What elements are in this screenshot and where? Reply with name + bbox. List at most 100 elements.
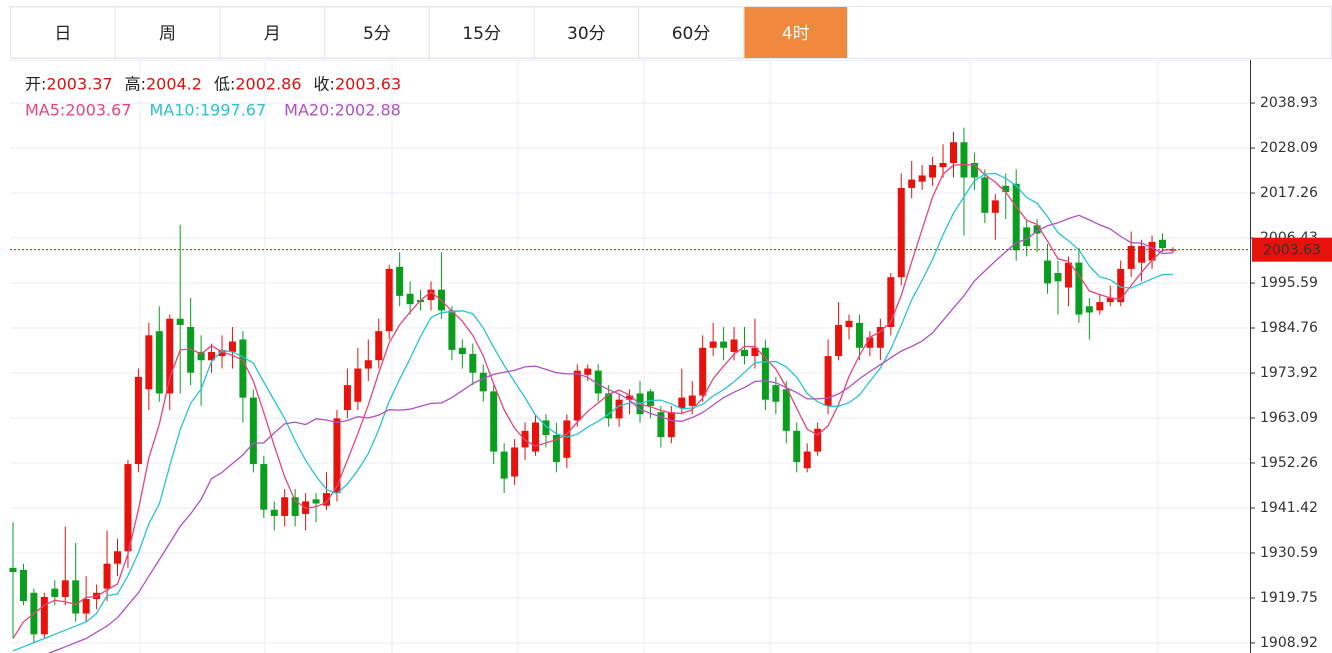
candle-body: [876, 327, 884, 348]
candle-body: [552, 434, 560, 462]
candle-body: [114, 551, 121, 564]
candle-body: [61, 580, 69, 597]
candle-body: [260, 464, 268, 510]
candle-body: [605, 393, 613, 419]
candle-body: [772, 385, 780, 402]
y-tick-label: 1952.26: [1260, 455, 1318, 471]
candle-body: [323, 493, 330, 506]
candle-body: [1127, 246, 1135, 269]
candle-body: [584, 368, 592, 375]
candle-body: [803, 451, 811, 469]
candle-body: [9, 567, 17, 573]
date-grid: [139, 60, 1159, 653]
candle-body: [511, 447, 519, 477]
y-tick-label: 1963.09: [1260, 410, 1318, 426]
candle-body: [730, 339, 738, 352]
candle-body: [228, 341, 236, 352]
candle-body: [134, 376, 142, 465]
candle-body: [751, 347, 759, 357]
candle-body: [1159, 239, 1166, 249]
candle-body: [479, 372, 487, 392]
info-value: 2002.86: [235, 75, 301, 94]
candle-body: [981, 177, 989, 213]
candle-body: [458, 347, 466, 355]
candle-body: [469, 354, 477, 373]
candle-body: [176, 318, 184, 325]
candle-body: [908, 179, 916, 188]
candle-body: [1169, 249, 1177, 251]
tab-label[interactable]: 30分: [567, 24, 606, 44]
ma-line: [47, 214, 1173, 653]
y-tick-label: 1919.75: [1260, 590, 1318, 606]
candle-body: [19, 569, 27, 602]
candle-body: [563, 420, 571, 458]
info-value: 2002.88: [335, 101, 401, 120]
candle-body: [1106, 297, 1114, 303]
candle-body: [270, 509, 278, 516]
candle-body: [354, 368, 362, 402]
info-label: 高:: [125, 75, 146, 94]
price-tag-label: 2003.63: [1263, 243, 1321, 259]
info-label: 开:: [25, 75, 46, 94]
tab[interactable]: [744, 7, 848, 58]
candle-body: [709, 341, 717, 348]
candle-body: [1085, 306, 1093, 313]
candle-body: [406, 293, 414, 305]
ma-line: [12, 172, 1173, 652]
tab-label[interactable]: 周: [159, 24, 176, 44]
info-label: 收:: [314, 75, 335, 94]
candle-body: [991, 200, 999, 213]
y-tick-label: 2017.26: [1260, 185, 1318, 201]
candle-body: [1096, 302, 1104, 311]
candle-body: [699, 347, 707, 396]
candle-body: [1148, 241, 1156, 261]
tab[interactable]: [10, 6, 116, 59]
info-value: 2003.63: [335, 75, 401, 94]
candle-body: [490, 391, 498, 452]
candle-body: [312, 499, 320, 504]
candle-body: [72, 580, 80, 614]
candle-body: [897, 187, 905, 278]
tab[interactable]: [428, 6, 535, 59]
ma-line: [12, 163, 1173, 639]
info-value: 2003.37: [46, 75, 112, 94]
candle-body: [208, 351, 216, 361]
candle-body: [835, 324, 843, 357]
info-label: MA5:: [25, 101, 65, 120]
tab-label[interactable]: 月: [264, 24, 281, 44]
tab[interactable]: [533, 6, 640, 59]
candle-body: [291, 497, 299, 516]
candle-body: [364, 360, 372, 369]
tab-label[interactable]: 60分: [672, 24, 711, 44]
candle-body: [1012, 183, 1020, 251]
candle-body: [1117, 268, 1125, 303]
candle-body: [678, 397, 686, 408]
candle-body: [866, 337, 874, 348]
tab-label[interactable]: 5分: [363, 24, 391, 44]
candle-body: [333, 418, 341, 494]
candle-body: [343, 385, 351, 411]
tab-label[interactable]: 4时: [782, 24, 810, 44]
candle-body: [145, 335, 153, 390]
tab[interactable]: [638, 6, 744, 59]
candle-body: [929, 165, 937, 178]
candle-body: [918, 175, 926, 182]
candle-body: [385, 268, 393, 332]
candle-body: [688, 395, 696, 406]
candle-body: [626, 395, 634, 400]
candle-body: [1002, 185, 1010, 193]
candle-body: [667, 412, 675, 438]
tab-label[interactable]: 15分: [462, 24, 501, 44]
y-tick-label: 1995.59: [1260, 275, 1318, 291]
candle-body: [124, 464, 132, 552]
candle-body: [741, 349, 748, 357]
candle-body: [1075, 262, 1083, 315]
candle-body: [427, 289, 435, 301]
candle-body: [960, 142, 968, 178]
tab-label[interactable]: 日: [54, 24, 71, 44]
info-label: 低:: [214, 75, 235, 94]
candle-body: [82, 599, 90, 614]
candle-body: [594, 370, 602, 394]
candle-body: [646, 391, 654, 406]
